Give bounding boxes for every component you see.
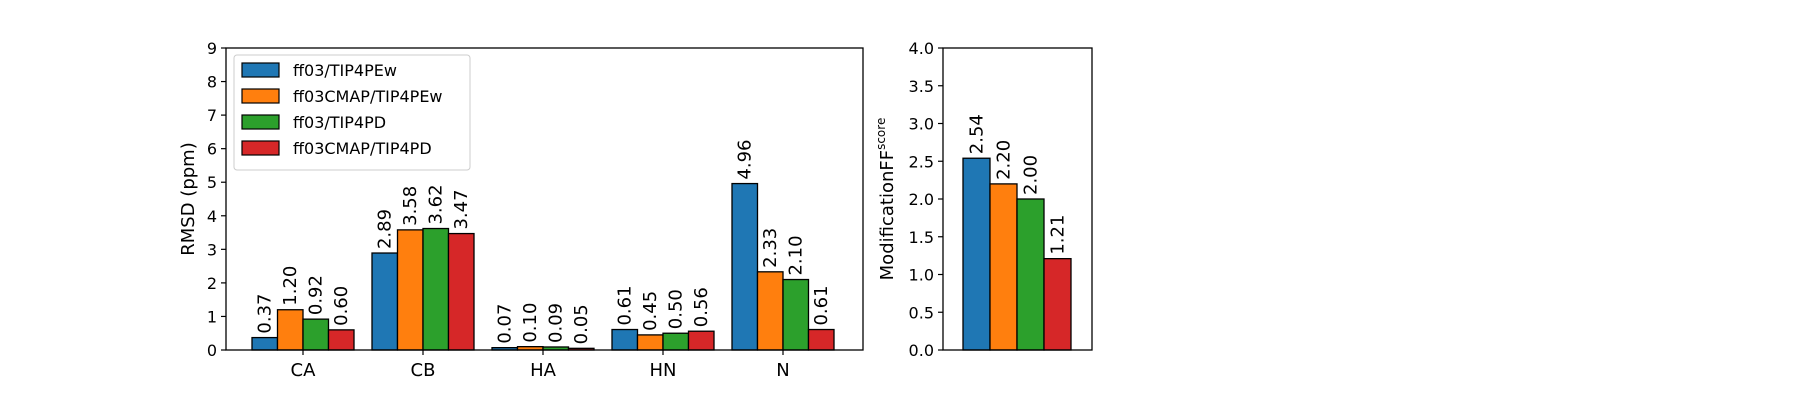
bar-cb-series-2 bbox=[396, 229, 424, 351]
bar-value-label: 0.61 bbox=[615, 285, 636, 325]
bar-value-label: 0.92 bbox=[306, 275, 327, 315]
bar-value-label: 0.60 bbox=[331, 286, 352, 326]
score-bar-value-label: 2.54 bbox=[967, 114, 988, 154]
score-bar-value-label: 2.20 bbox=[994, 140, 1015, 180]
bar-n-series-2 bbox=[756, 271, 784, 351]
x-tick-label: HA bbox=[530, 360, 557, 381]
bar-n-series-4 bbox=[807, 328, 835, 351]
legend: ff03/TIP4PEw ff03CMAP/TIP4PEw ff03/TIP4PD f… bbox=[233, 54, 471, 171]
bar-value-label: 0.56 bbox=[691, 287, 712, 327]
bar-cb-series-3 bbox=[422, 227, 450, 351]
y-tick-label: 7 bbox=[207, 106, 217, 125]
y-tick-label: 1.0 bbox=[909, 266, 934, 285]
score-bar-1 bbox=[962, 157, 991, 351]
bar-value-label: 3.58 bbox=[400, 186, 421, 226]
score-bar-value-label: 1.21 bbox=[1048, 215, 1069, 255]
y-tick-label: 0 bbox=[207, 341, 217, 360]
legend-label: ff03CMAP/TIP4PEw bbox=[293, 87, 443, 106]
y-tick-label: 6 bbox=[207, 140, 217, 159]
y-axis-label-subscript: score bbox=[874, 118, 888, 150]
y-tick-label: 3.5 bbox=[909, 77, 934, 96]
bar-value-label: 0.37 bbox=[255, 294, 276, 334]
legend-label: ff03/TIP4PD bbox=[293, 113, 386, 132]
legend-swatch bbox=[241, 140, 280, 156]
score-bar-2 bbox=[989, 183, 1018, 351]
bar-value-label: 1.20 bbox=[280, 266, 301, 306]
y-tick-label: 0.5 bbox=[909, 303, 934, 322]
y-tick-label: 4 bbox=[207, 207, 217, 226]
bar-value-label: 4.96 bbox=[735, 139, 756, 179]
bar-value-label: 2.33 bbox=[760, 228, 781, 268]
y-tick-label: 8 bbox=[207, 73, 217, 92]
plot-frame bbox=[942, 47, 1093, 351]
bar-hn-series-4 bbox=[687, 330, 715, 351]
bar-value-label: 0.07 bbox=[495, 304, 516, 344]
legend-swatch bbox=[241, 62, 280, 78]
bar-ca-series-2 bbox=[276, 309, 304, 351]
y-tick-label: 3 bbox=[207, 240, 217, 259]
y-tick-label: 1 bbox=[207, 307, 217, 326]
bar-cb-series-4 bbox=[447, 232, 475, 351]
y-tick-label: 2.0 bbox=[909, 190, 934, 209]
score-bar-value-label: 2.00 bbox=[1021, 155, 1042, 195]
bar-value-label: 0.61 bbox=[811, 285, 832, 325]
y-tick-label: 3.0 bbox=[909, 115, 934, 134]
bar-value-label: 3.47 bbox=[451, 189, 472, 229]
bar-value-label: 2.89 bbox=[375, 209, 396, 249]
bar-value-label: 0.45 bbox=[640, 291, 661, 331]
bar-n-series-3 bbox=[782, 278, 810, 351]
bar-hn-series-1 bbox=[611, 328, 639, 351]
bar-value-label: 0.05 bbox=[571, 304, 592, 344]
bar-cb-series-1 bbox=[371, 252, 399, 351]
y-tick-label: 9 bbox=[207, 39, 217, 58]
legend-swatch bbox=[241, 88, 280, 104]
legend-label: ff03/TIP4PEw bbox=[293, 61, 397, 80]
bar-hn-series-3 bbox=[662, 332, 690, 351]
bar-hn-series-2 bbox=[636, 334, 664, 351]
y-tick-label: 4.0 bbox=[909, 39, 934, 58]
legend-label: ff03CMAP/TIP4PD bbox=[293, 139, 432, 158]
score-bar-4 bbox=[1043, 257, 1072, 351]
x-tick-label: N bbox=[776, 360, 789, 381]
x-tick-label: CA bbox=[291, 360, 317, 381]
score-bar-3 bbox=[1016, 198, 1045, 351]
bar-ca-series-1 bbox=[251, 336, 279, 351]
bar-value-label: 2.10 bbox=[786, 235, 807, 275]
bar-value-label: 0.10 bbox=[520, 303, 541, 343]
y-axis-label: RMSD (ppm) bbox=[178, 142, 199, 255]
legend-box bbox=[233, 54, 471, 171]
y-tick-label: 5 bbox=[207, 173, 217, 192]
legend-swatch bbox=[241, 114, 280, 130]
x-tick-label: CB bbox=[411, 360, 436, 381]
y-axis-label: ModificationFFscore bbox=[874, 118, 898, 281]
bar-value-label: 3.62 bbox=[426, 184, 447, 224]
y-tick-label: 1.5 bbox=[909, 228, 934, 247]
y-tick-label: 2.5 bbox=[909, 152, 934, 171]
bar-n-series-1 bbox=[731, 182, 759, 351]
y-tick-label: 2 bbox=[207, 274, 217, 293]
bar-value-label: 0.50 bbox=[666, 289, 687, 329]
modification-score-chart: 2.54 2.20 2.00 1.21 0.0 0.5 1.0 1.5 2.0 2.5 3.0 3.5… bbox=[874, 39, 1093, 360]
bar-ca-series-4 bbox=[327, 329, 355, 351]
y-tick-label: 0.0 bbox=[909, 341, 934, 360]
bar-ca-series-3 bbox=[302, 318, 330, 351]
x-tick-label: HN bbox=[650, 360, 677, 381]
y-axis-label-main: ModificationFF bbox=[877, 150, 898, 280]
plot-frame bbox=[225, 47, 864, 351]
rmsd-chart: 0.371.20 0.92 0.60 CA 2.893.58 3.62 3.47 CB 0.07… bbox=[178, 39, 864, 381]
bar-value-label: 0.09 bbox=[546, 303, 567, 343]
